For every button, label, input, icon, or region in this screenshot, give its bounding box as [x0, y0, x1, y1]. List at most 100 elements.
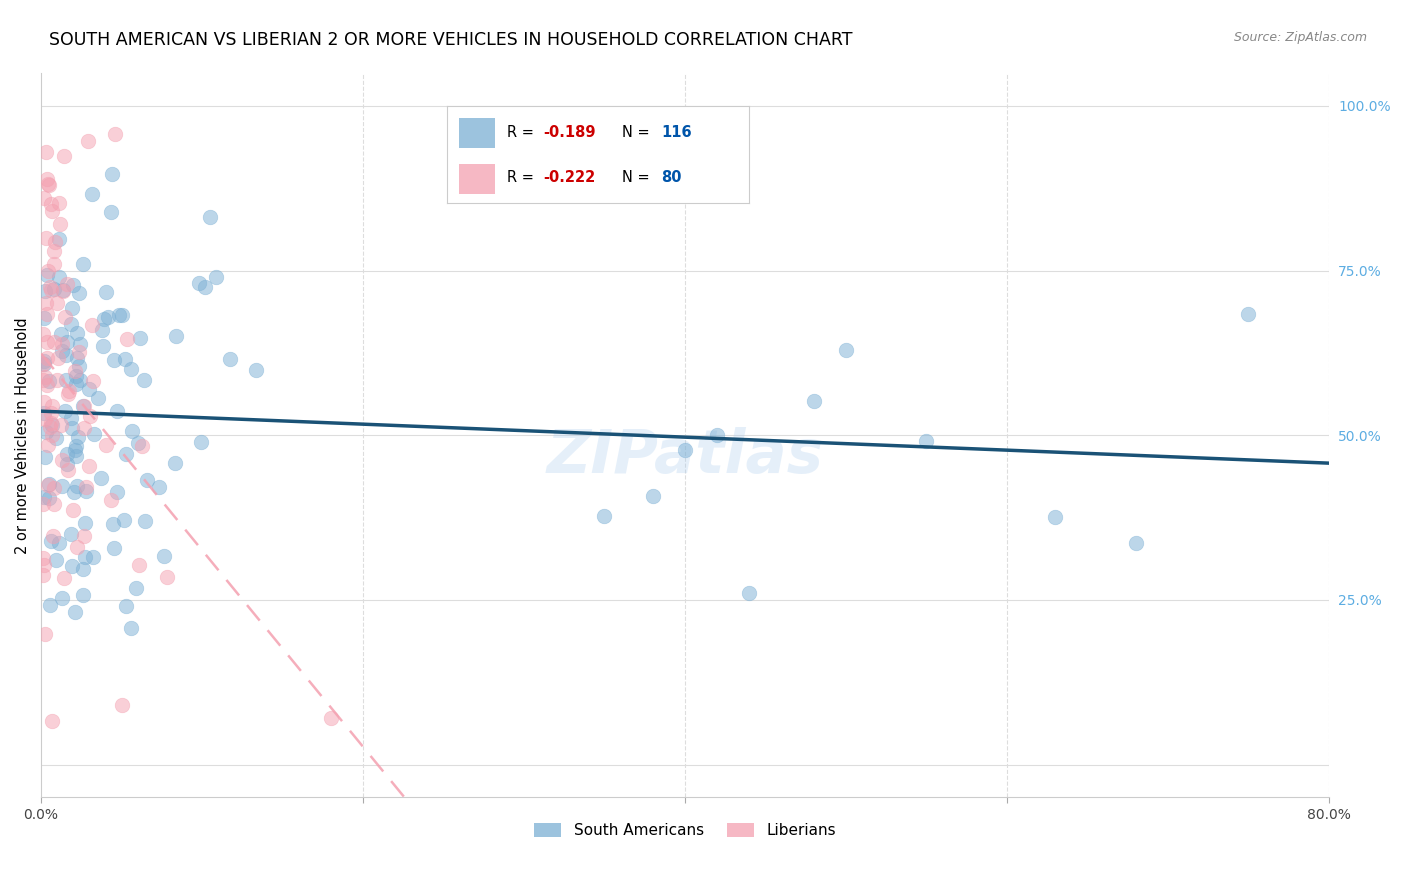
Point — [111, 698, 134, 712]
Point — [51, 479, 73, 493]
Point — [44, 235, 66, 249]
Point — [65, 439, 87, 453]
Point — [67, 345, 90, 359]
Point — [41, 399, 63, 413]
Point — [73, 549, 96, 564]
Point — [38, 477, 60, 491]
Point — [31, 568, 53, 582]
Point — [35, 268, 58, 282]
Point — [42, 497, 65, 511]
Point — [190, 434, 212, 449]
Point — [67, 359, 90, 374]
Point — [115, 599, 138, 613]
Point — [35, 145, 58, 159]
Point — [41, 418, 63, 433]
Point — [49, 218, 72, 232]
Point — [131, 439, 153, 453]
Point — [34, 370, 56, 384]
Point — [32, 357, 55, 371]
Point — [67, 285, 90, 300]
Point — [73, 529, 96, 543]
Point — [77, 458, 100, 473]
Point — [41, 428, 63, 442]
Point — [117, 332, 139, 346]
Point — [82, 374, 104, 388]
Point — [37, 263, 59, 277]
Point — [52, 284, 75, 298]
Point — [34, 490, 56, 504]
Point — [83, 426, 105, 441]
Point — [46, 373, 69, 387]
Point — [46, 296, 69, 310]
Point — [38, 374, 60, 388]
Point — [72, 257, 94, 271]
Point — [1125, 536, 1147, 550]
Point — [55, 373, 77, 387]
Point — [63, 442, 86, 457]
Point — [52, 284, 75, 298]
Point — [198, 211, 221, 225]
Point — [66, 541, 89, 555]
Point — [41, 529, 63, 543]
Point — [128, 558, 150, 573]
Point — [31, 550, 53, 565]
Point — [37, 438, 59, 452]
Point — [1237, 307, 1260, 321]
Point — [105, 404, 128, 418]
Point — [35, 230, 58, 244]
Point — [100, 493, 122, 508]
Point — [193, 279, 215, 293]
Point — [245, 363, 267, 377]
Point — [134, 514, 156, 528]
Point — [132, 373, 155, 387]
Point — [51, 453, 73, 467]
Point — [41, 204, 63, 219]
Point — [35, 351, 58, 365]
Point — [31, 373, 53, 387]
Point — [69, 337, 91, 351]
Point — [803, 394, 825, 409]
Point — [42, 257, 65, 271]
Point — [45, 431, 67, 445]
Point — [66, 351, 89, 365]
Point — [39, 406, 62, 420]
Point — [129, 331, 152, 345]
Point — [60, 411, 83, 425]
Text: SOUTH AMERICAN VS LIBERIAN 2 OR MORE VEHICLES IN HOUSEHOLD CORRELATION CHART: SOUTH AMERICAN VS LIBERIAN 2 OR MORE VEH… — [49, 31, 852, 49]
Point — [148, 480, 170, 494]
Point — [66, 430, 89, 444]
Point — [127, 435, 149, 450]
Point — [1043, 510, 1066, 524]
Point — [77, 382, 100, 396]
Point — [156, 570, 179, 584]
Point — [87, 391, 110, 405]
Point — [319, 711, 342, 725]
Point — [45, 553, 67, 567]
Point — [104, 128, 127, 142]
Point — [48, 232, 70, 246]
Point — [835, 343, 858, 358]
Point — [56, 334, 79, 349]
Point — [48, 535, 70, 549]
Point — [55, 348, 77, 362]
Point — [34, 627, 56, 641]
Point — [108, 308, 131, 322]
Point — [39, 416, 62, 430]
Point — [42, 244, 65, 258]
Point — [94, 285, 117, 300]
Point — [60, 317, 83, 331]
Point — [63, 605, 86, 619]
Point — [60, 301, 83, 315]
Point — [72, 399, 94, 413]
Point — [69, 373, 91, 387]
Point — [96, 438, 118, 452]
Point — [673, 442, 696, 457]
Point — [100, 205, 122, 219]
Point — [65, 377, 87, 392]
Point — [34, 450, 56, 465]
Point — [51, 591, 73, 605]
Point — [82, 318, 104, 333]
Point — [32, 497, 55, 511]
Point — [101, 167, 124, 181]
Point — [53, 148, 76, 162]
